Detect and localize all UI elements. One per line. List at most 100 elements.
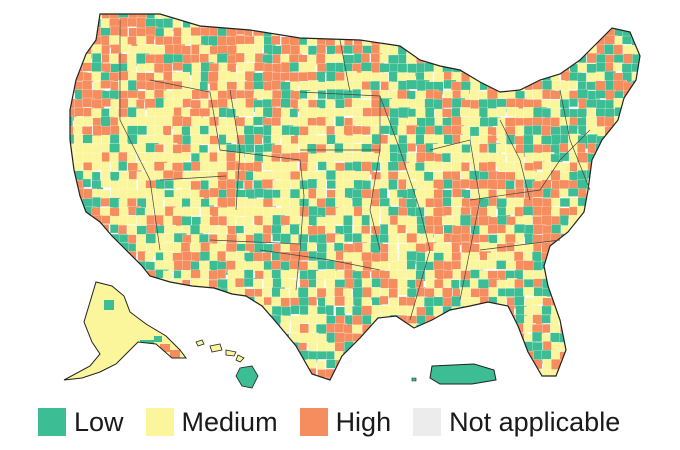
county-cell — [594, 324, 606, 335]
county-cell — [477, 279, 490, 290]
county-cell — [407, 27, 421, 39]
county-cell — [289, 269, 299, 279]
county-cell — [407, 342, 422, 355]
county-cell — [308, 287, 317, 298]
county-cell — [163, 135, 175, 145]
county-cell — [513, 45, 523, 55]
county-cell — [568, 17, 581, 30]
county-cell — [280, 351, 293, 362]
county-cell — [343, 360, 355, 373]
county-cell — [70, 333, 76, 343]
county-cell — [632, 350, 640, 362]
county-cell — [604, 251, 617, 261]
county-cell — [623, 358, 633, 372]
county-cell — [182, 98, 192, 108]
county-cell — [181, 216, 192, 226]
county-cell — [460, 53, 472, 68]
county-cell — [623, 260, 637, 273]
county-cell — [370, 206, 380, 218]
county-cell — [280, 179, 292, 190]
county-cell — [505, 180, 515, 190]
county-cell — [227, 305, 240, 317]
county-cell — [586, 261, 600, 275]
legend-swatch-low — [38, 408, 66, 436]
county-cell — [587, 207, 597, 218]
county-cell — [70, 314, 77, 329]
county-cell — [379, 63, 391, 73]
county-cell — [335, 377, 346, 380]
county-cell — [388, 27, 399, 38]
county-cell — [569, 72, 580, 82]
county-cell — [568, 342, 582, 353]
county-cell — [199, 251, 211, 261]
county-cell — [73, 324, 82, 336]
county-cell — [225, 314, 237, 325]
county-cell — [272, 323, 282, 334]
legend-item-medium: Medium — [145, 407, 278, 438]
county-cell — [488, 342, 499, 354]
county-cell — [614, 306, 625, 318]
county-cell — [641, 234, 650, 247]
county-cell — [631, 332, 640, 345]
county-cell — [70, 115, 73, 129]
county-cell — [128, 288, 142, 302]
county-cell — [389, 369, 403, 380]
county-cell — [361, 297, 371, 308]
county-cell — [523, 378, 535, 380]
county-cell — [126, 53, 136, 63]
county-cell — [225, 134, 239, 143]
county-cell — [280, 261, 291, 271]
county-cell — [244, 17, 253, 26]
county-cell — [577, 27, 590, 37]
county-cell — [280, 233, 291, 244]
county-cell — [443, 27, 454, 40]
county-cell — [442, 206, 452, 216]
county-cell — [380, 125, 391, 135]
county-cell — [461, 18, 472, 33]
county-cell — [218, 315, 229, 326]
county-cell — [642, 315, 653, 324]
county-cell — [72, 297, 85, 311]
county-cell — [505, 351, 515, 365]
county-cell — [335, 25, 348, 38]
county-cell — [254, 315, 266, 325]
county-cell — [416, 35, 428, 46]
county-cell — [559, 287, 573, 297]
county-cell — [290, 359, 301, 368]
county-cell — [388, 341, 399, 352]
county-cell — [505, 53, 518, 66]
county-cell — [586, 81, 597, 91]
county-cell — [605, 170, 616, 179]
county-cell — [497, 14, 507, 18]
county-cell — [308, 251, 318, 261]
county-cell — [290, 171, 301, 182]
county-cell — [70, 224, 74, 234]
county-cell — [271, 98, 282, 107]
county-cell — [70, 304, 75, 317]
county-cell — [208, 296, 221, 307]
county-cell — [118, 161, 128, 171]
county-cell — [227, 225, 237, 235]
county-cell — [316, 135, 329, 145]
county-cell — [208, 359, 221, 372]
county-cell — [146, 107, 157, 118]
county-cell — [614, 161, 626, 172]
county-cell — [639, 143, 640, 156]
county-cell — [495, 72, 509, 84]
county-cell — [218, 14, 230, 18]
county-cell — [623, 18, 637, 33]
county-cell — [631, 197, 640, 210]
legend-swatch-not-applicable — [413, 408, 442, 436]
county-cell — [478, 306, 489, 320]
county-cell — [70, 189, 76, 201]
legend-label-high: High — [335, 406, 392, 437]
county-cell — [379, 295, 389, 305]
county-cell — [414, 359, 427, 372]
county-cell — [316, 378, 330, 380]
county-cell — [640, 181, 652, 191]
county-cell — [334, 17, 343, 30]
county-cell — [362, 89, 371, 99]
county-cell — [567, 187, 579, 197]
county-cell — [298, 342, 307, 352]
county-cell — [189, 14, 202, 22]
